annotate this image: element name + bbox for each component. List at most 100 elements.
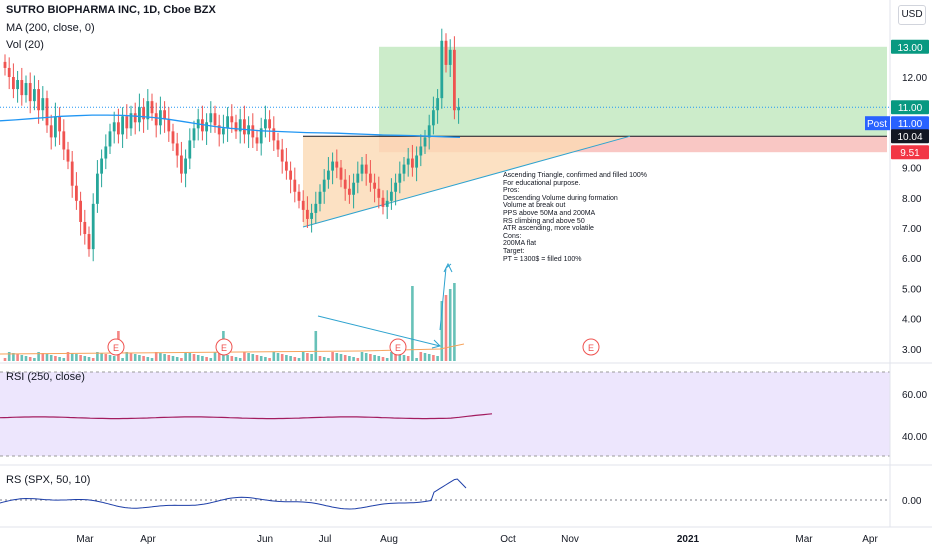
candle-body xyxy=(100,158,103,174)
candle-body xyxy=(79,200,82,222)
volume-bar xyxy=(453,283,456,361)
candle-body xyxy=(352,182,355,195)
price-tick: 4.00 xyxy=(902,315,922,326)
candle-body xyxy=(175,143,179,156)
post-tag-box xyxy=(865,116,890,131)
earnings-marker xyxy=(389,338,407,356)
volume-bar xyxy=(360,352,364,361)
volume-bar xyxy=(394,353,397,361)
candle-body xyxy=(125,116,129,129)
candle-body xyxy=(45,98,49,126)
price-tick: 7.00 xyxy=(902,224,922,235)
volume-bar xyxy=(138,355,141,361)
volume-bar xyxy=(201,356,204,361)
volume-bar xyxy=(45,354,49,361)
volume-bar xyxy=(20,355,24,361)
candle-body xyxy=(54,116,57,138)
volume-bar xyxy=(310,354,313,361)
candle-body xyxy=(12,77,15,90)
volume-bar xyxy=(188,353,192,361)
earnings-label: E xyxy=(221,343,227,353)
price-tick: 12.00 xyxy=(902,73,927,84)
volume-bar xyxy=(234,357,238,361)
candle-body xyxy=(276,140,280,150)
candle-body xyxy=(285,161,288,171)
volume-bar xyxy=(87,357,91,361)
post-tag-text: Post xyxy=(867,119,887,130)
volume-bar xyxy=(259,356,263,361)
volume-bar xyxy=(268,358,271,361)
candle-body xyxy=(133,113,137,123)
rs-line xyxy=(0,478,467,510)
volume-bar xyxy=(96,352,99,361)
rsi-band xyxy=(0,372,890,456)
candle-body xyxy=(369,173,372,183)
rsi-line xyxy=(0,413,493,420)
candle-body xyxy=(205,122,208,132)
volume-bar xyxy=(432,355,435,361)
volume-bar xyxy=(49,355,53,361)
candle-body xyxy=(112,122,116,132)
candle-body xyxy=(184,158,187,174)
volume-ma-line xyxy=(0,343,465,355)
candle-body xyxy=(356,173,360,183)
volume-bar xyxy=(306,353,309,361)
candle-body xyxy=(343,179,347,189)
candle-body xyxy=(314,203,318,213)
candle-body xyxy=(104,146,108,159)
earnings-marker xyxy=(582,338,600,356)
candle-body xyxy=(415,155,418,168)
volume-bar xyxy=(154,352,158,361)
volume-bar xyxy=(264,357,267,361)
candle-body xyxy=(230,116,234,123)
volume-bar xyxy=(398,354,402,361)
volume-bar xyxy=(427,354,431,361)
candle-body xyxy=(339,167,343,180)
candle-body xyxy=(385,200,389,207)
volume-bar xyxy=(213,352,217,361)
candle-body xyxy=(440,40,444,99)
candle-body xyxy=(364,164,368,174)
candle-body xyxy=(259,128,263,144)
price-label-box xyxy=(891,145,929,160)
volume-bar xyxy=(247,353,250,361)
candle-body xyxy=(301,200,305,210)
candle-body xyxy=(297,191,301,201)
candle-body xyxy=(87,234,91,250)
price-label-box xyxy=(891,116,929,131)
candle-body xyxy=(24,83,28,96)
candle-body xyxy=(150,101,154,114)
volume-bar xyxy=(293,357,297,361)
volume-bar xyxy=(226,355,229,361)
candle-body xyxy=(238,119,242,132)
rsi-legend: RSI (250, close) xyxy=(6,371,85,383)
volume-bar xyxy=(209,358,213,361)
price-label-box xyxy=(891,129,929,144)
currency-button[interactable]: USD xyxy=(898,5,926,25)
volume-bar xyxy=(423,353,427,361)
candle-body xyxy=(41,98,45,111)
volume-bar xyxy=(356,358,360,361)
volume-bar xyxy=(91,358,95,361)
candle-body xyxy=(268,119,271,129)
volume-bar xyxy=(343,355,347,361)
price-tick: 5.00 xyxy=(902,284,922,295)
volume-bar xyxy=(331,352,334,361)
candle-body xyxy=(96,173,99,204)
earnings-label: E xyxy=(588,343,594,353)
candle-body xyxy=(289,170,292,180)
trade-annotation: Ascending Triangle, confirmed and filled… xyxy=(503,172,647,263)
volume-bar xyxy=(83,356,87,361)
support-trendline xyxy=(302,135,631,228)
volume-bar xyxy=(58,357,61,361)
candle-body xyxy=(49,125,53,138)
volume-bar xyxy=(175,357,179,361)
volume-bar xyxy=(7,352,11,361)
rsi-tick: 60.00 xyxy=(902,390,927,401)
volume-bar xyxy=(66,352,70,361)
price-label-text: 9.51 xyxy=(900,148,920,159)
candle-body xyxy=(310,212,313,219)
candle-body xyxy=(62,131,66,150)
candle-body xyxy=(117,122,120,135)
